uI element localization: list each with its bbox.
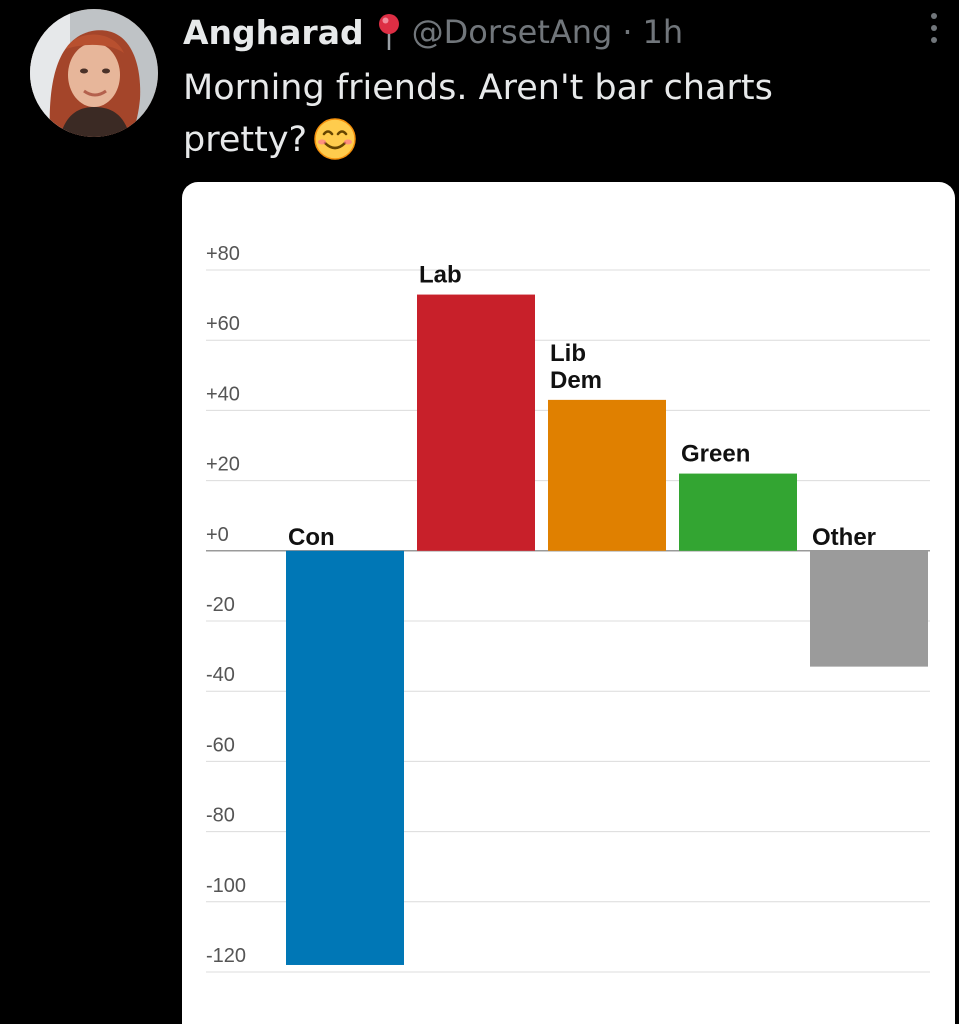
smiling-face-icon xyxy=(313,117,357,161)
y-tick-label: +40 xyxy=(206,383,240,405)
timestamp[interactable]: 1h xyxy=(642,13,684,51)
y-tick-label: +20 xyxy=(206,454,240,476)
bar-label: Lib Dem xyxy=(550,340,602,394)
bar-chart: +80 +60 +40 +20 +0 -20 -40 -60 -80 -100 -120 Con La… xyxy=(206,243,930,973)
separator-dot: · xyxy=(622,13,633,51)
y-tick-label: -40 xyxy=(206,664,235,686)
y-tick-label: +0 xyxy=(206,524,229,546)
tweet-text: Morning friends. Aren't bar charts prett… xyxy=(183,62,883,166)
display-name[interactable]: Angharad xyxy=(183,12,364,52)
bar-label: Con xyxy=(288,524,335,551)
y-tick-label: -80 xyxy=(206,805,235,827)
y-tick-label: -20 xyxy=(206,594,235,616)
user-handle[interactable]: @DorsetAng xyxy=(411,13,613,51)
bar-label: Other xyxy=(812,524,876,551)
y-tick-label: -120 xyxy=(206,945,246,967)
bar-label: Green xyxy=(681,441,750,468)
bar-lib-dem xyxy=(548,399,666,551)
y-tick-label: -100 xyxy=(206,875,246,897)
bar-label: Lab xyxy=(419,262,462,289)
bar-lab xyxy=(417,294,535,551)
bar-con xyxy=(286,550,404,965)
bar-other xyxy=(810,550,928,667)
y-tick-label: -60 xyxy=(206,734,235,756)
more-options-icon[interactable] xyxy=(929,12,939,44)
tweet-header: Angharad @DorsetAng · 1h xyxy=(183,10,683,54)
round-pushpin-icon xyxy=(376,12,402,52)
profile-photo xyxy=(30,9,158,137)
media-card[interactable]: +80 +60 +40 +20 +0 -20 -40 -60 -80 -100 -120 Con La… xyxy=(182,182,955,1024)
tweet-body: Morning friends. Aren't bar charts prett… xyxy=(183,68,773,160)
avatar[interactable] xyxy=(30,9,158,137)
y-tick-label: +80 xyxy=(206,243,240,265)
bar-green xyxy=(679,473,797,551)
y-tick-label: +60 xyxy=(206,313,240,335)
